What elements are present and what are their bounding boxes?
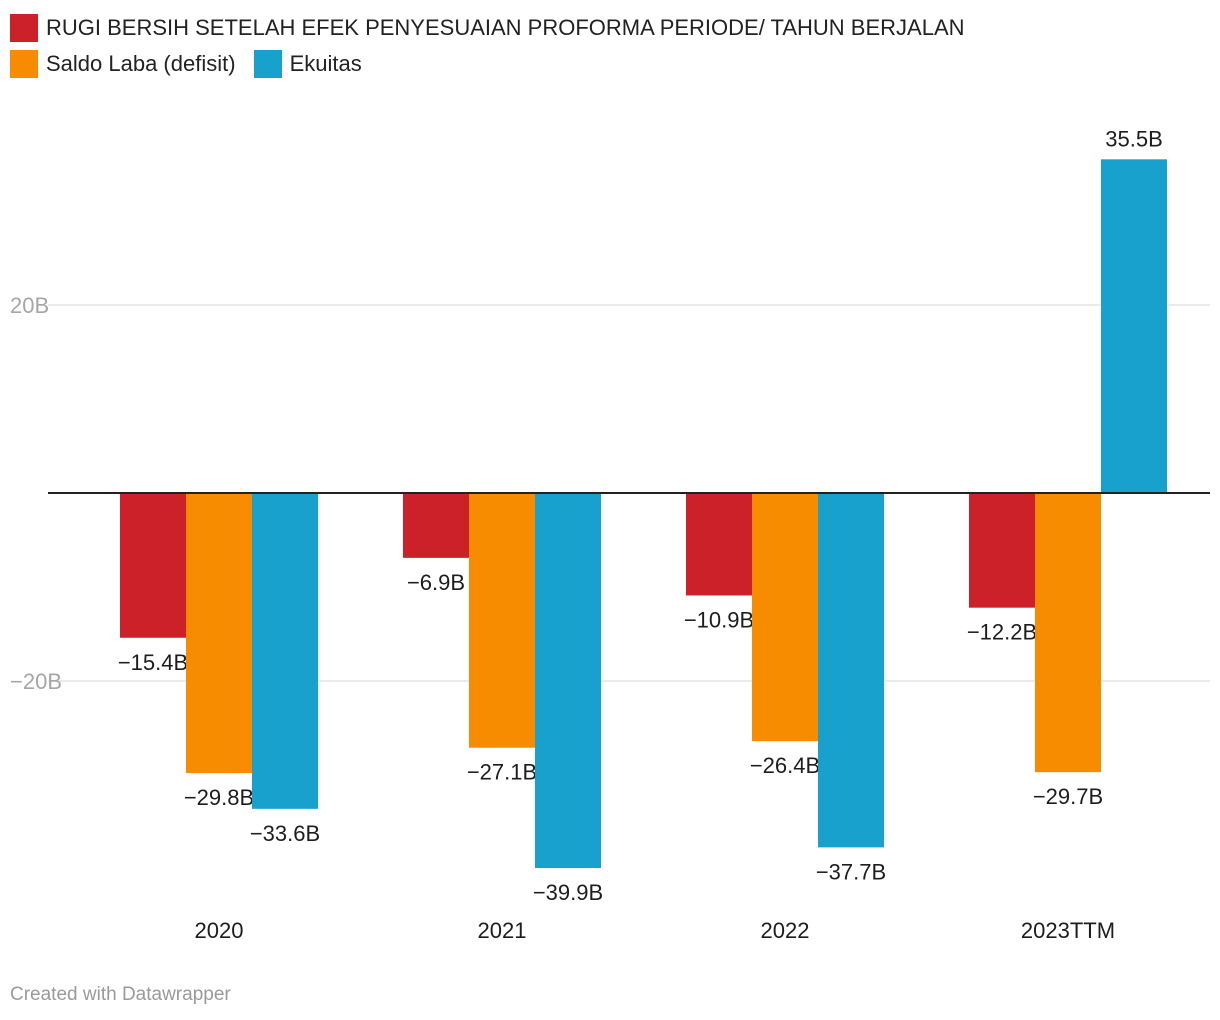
data-label-1-0: −29.8B — [184, 785, 254, 810]
bar-2-2 — [818, 493, 884, 848]
bar-0-2 — [686, 493, 752, 596]
bar-1-0 — [186, 493, 252, 774]
legend-swatch-saldo-laba — [10, 50, 38, 78]
x-tick-label-3: 2023TTM — [1021, 918, 1115, 943]
legend: RUGI BERSIH SETELAH EFEK PENYESUAIAN PRO… — [10, 10, 1210, 82]
data-label-2-1: −39.9B — [533, 880, 603, 905]
data-label-1-1: −27.1B — [467, 760, 537, 785]
x-tick-label-2: 2022 — [761, 918, 810, 943]
bar-0-0 — [120, 493, 186, 638]
y-tick-label-1: −20B — [10, 669, 62, 694]
legend-swatch-rugi-bersih — [10, 14, 38, 42]
x-tick-label-1: 2021 — [478, 918, 527, 943]
data-label-0-0: −15.4B — [118, 650, 188, 675]
data-label-0-2: −10.9B — [684, 607, 754, 632]
x-tick-label-0: 2020 — [195, 918, 244, 943]
data-label-2-2: −37.7B — [816, 859, 886, 884]
data-label-2-0: −33.6B — [250, 821, 320, 846]
legend-row-1: RUGI BERSIH SETELAH EFEK PENYESUAIAN PRO… — [10, 10, 1210, 46]
legend-label-saldo-laba: Saldo Laba (defisit) — [46, 51, 236, 76]
legend-row-2: Saldo Laba (defisit) Ekuitas — [10, 46, 1210, 82]
bar-2-3 — [1101, 159, 1167, 494]
y-tick-label-0: 20B — [10, 293, 49, 318]
legend-swatch-ekuitas — [253, 50, 282, 78]
bar-1-1 — [469, 493, 535, 748]
data-label-2-3: 35.5B — [1105, 126, 1163, 151]
data-label-0-1: −6.9B — [407, 570, 465, 595]
bar-1-2 — [752, 493, 818, 742]
bar-1-3 — [1035, 493, 1101, 773]
bar-0-1 — [403, 493, 469, 558]
legend-label-rugi-bersih: RUGI BERSIH SETELAH EFEK PENYESUAIAN PRO… — [46, 15, 965, 40]
bar-2-0 — [252, 493, 318, 809]
legend-label-ekuitas: Ekuitas — [289, 51, 362, 76]
bar-0-3 — [969, 493, 1035, 608]
data-label-1-3: −29.7B — [1033, 784, 1103, 809]
data-label-1-2: −26.4B — [750, 753, 820, 778]
data-label-0-3: −12.2B — [967, 620, 1037, 645]
bar-2-1 — [535, 493, 601, 869]
legend-item-saldo-laba: Saldo Laba (defisit) — [10, 50, 236, 78]
credit-text: Created with Datawrapper — [10, 984, 231, 1005]
legend-item-rugi-bersih: RUGI BERSIH SETELAH EFEK PENYESUAIAN PRO… — [10, 14, 965, 42]
legend-item-ekuitas: Ekuitas — [253, 50, 362, 78]
